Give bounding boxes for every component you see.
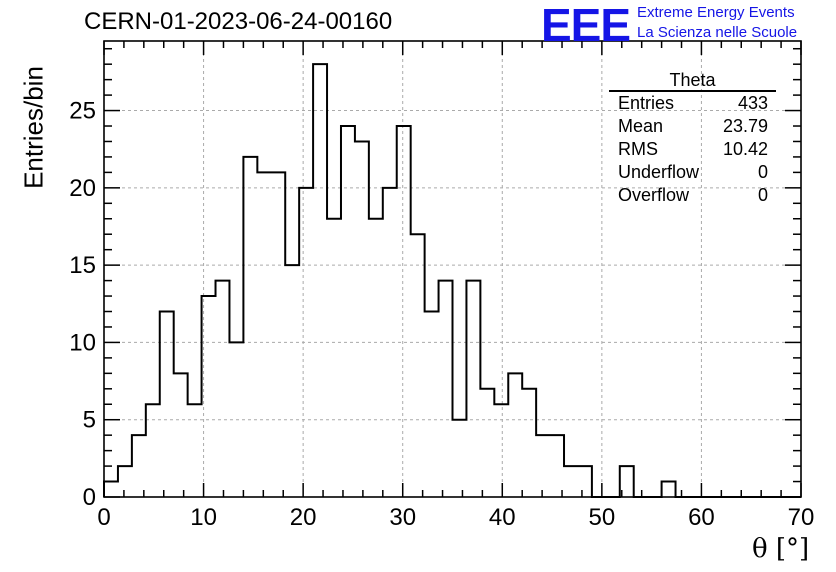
histogram-bin [564,466,578,497]
stats-value: 23.79 [722,116,768,136]
histogram-bin [341,126,355,497]
stats-row-underflow: Underflow 0 [609,161,776,184]
histogram-bin [216,281,230,497]
x-tick-label: 40 [489,504,516,531]
histogram-bin [578,466,592,497]
stats-row-overflow: Overflow 0 [609,184,776,207]
stats-value: 433 [737,93,768,113]
axis-ticks [103,41,802,498]
y-axis-label: Entries/bin [18,66,49,189]
stats-row-rms: RMS 10.42 [609,138,776,161]
histogram-bin [243,157,257,497]
stats-value: 0 [757,162,768,182]
histogram-bin [313,64,327,497]
y-tick-label: 20 [69,175,96,202]
histogram-bin [662,482,676,497]
histogram-bin [383,188,397,497]
histogram-bin [188,404,202,497]
histogram-bin [327,219,341,497]
plot-frame [103,40,802,498]
histogram-bin [411,234,425,497]
logo-line-2: La Scienza nelle Scuole [637,24,798,41]
histogram-bin [369,219,383,497]
histogram-bin [257,172,271,497]
histogram-bin [202,296,216,497]
stats-row-mean: Mean 23.79 [609,115,776,138]
x-tick-label: 70 [788,504,815,531]
x-tick-label: 30 [389,504,416,531]
x-tick-label: 20 [290,504,317,531]
logo-line-1: Extreme Energy Events [637,4,795,21]
x-tick-label: 10 [190,504,217,531]
stats-label: RMS [618,139,658,159]
histogram-bin [285,265,299,497]
y-tick-label: 10 [69,329,96,356]
y-tick-label: 0 [83,484,96,511]
histogram-bin [271,172,285,497]
stats-label: Entries [618,93,675,113]
histogram-bin [508,373,522,497]
histogram-bin [146,404,160,497]
histogram-bin [536,435,550,497]
y-tick-label: 25 [69,98,96,125]
x-axis-label: θ [°] [752,534,810,564]
histogram-bars [103,63,801,498]
histogram-bin [355,141,369,497]
histogram-bin [132,435,146,497]
stats-box: Theta Entries 433 Mean 23.79 RMS 10.42 U… [609,70,776,207]
histogram-bin [522,389,536,497]
stats-value: 0 [757,185,768,205]
histogram-bin [118,466,132,497]
x-tick-label: 50 [589,504,616,531]
x-tick-label: 0 [97,504,110,531]
histogram-bin [480,389,494,497]
histogram-bin [550,435,564,497]
histogram-bin [494,404,508,497]
histogram-bin [397,126,411,497]
y-tick-label: 5 [83,407,96,434]
stats-label: Mean [618,116,664,136]
stats-value: 10.42 [722,139,768,159]
histogram-bin [229,342,243,497]
x-tick-label: 60 [688,504,715,531]
histogram-bin [439,281,453,497]
eee-logo: EEE [541,0,631,51]
histogram-outline [103,63,801,498]
y-tick-label: 15 [69,252,96,279]
tick-labels: 0 10 20 30 40 50 60 70 0 5 10 15 20 25 [69,98,814,531]
histogram-bin [453,420,467,497]
stats-title: Theta [609,70,776,92]
stats-row-entries: Entries 433 [609,92,776,115]
histogram-bin [466,281,480,497]
histogram-bin [160,312,174,497]
histogram-bin [174,373,188,497]
histogram-bin [104,482,118,497]
histogram-bin [299,188,313,497]
stats-label: Underflow [618,162,700,182]
chart-title: CERN-01-2023-06-24-00160 [84,8,393,35]
stats-label: Overflow [618,185,690,205]
histogram-bin [425,312,439,497]
